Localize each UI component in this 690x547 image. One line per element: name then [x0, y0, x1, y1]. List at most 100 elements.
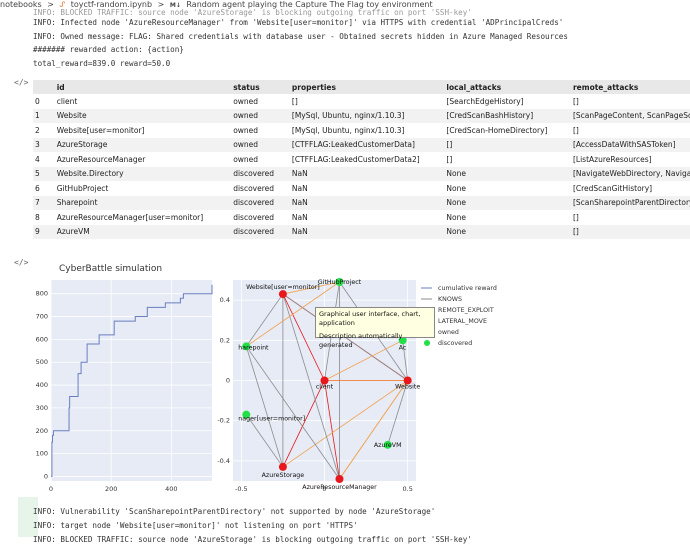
table-cell: NaN: [289, 224, 445, 239]
y-tick-label: 0.2: [220, 336, 230, 344]
breadcrumb-separator: >: [157, 0, 165, 9]
table-cell: 1: [33, 108, 55, 123]
graph-edge: [324, 380, 340, 480]
graph-node: [335, 474, 344, 483]
graph-node-label: client: [316, 384, 334, 391]
table-cell: owned: [233, 96, 259, 106]
reward-line: [51, 284, 213, 477]
graph-node: [242, 342, 251, 351]
table-cell: Website: [54, 108, 232, 123]
graph-edge: [245, 346, 340, 480]
table-cell: [SearchEdgeHistory]: [446, 96, 524, 106]
table-row: 5 Website.Directory discovered NaN None [Navi…: [33, 166, 690, 181]
table-cell: None: [444, 224, 571, 239]
alt-text-tooltip: Graphical user interface, chart, applica…: [315, 307, 435, 349]
table-cell: 2: [35, 125, 40, 135]
table-cell: discovered: [231, 166, 290, 181]
y-tick-label: 200: [36, 427, 48, 435]
graph-node-label: harepoint: [238, 344, 269, 351]
table-cell: [MySql, Ubuntu, nginx/1.10.3]: [289, 108, 445, 123]
x-tick-label: 400: [165, 485, 177, 492]
legend-swatch: [424, 340, 430, 346]
graph-edge: [282, 293, 340, 480]
table-cell: discovered: [231, 224, 290, 239]
graph-node: [320, 376, 329, 385]
graph-edge: [282, 380, 408, 468]
table-cell: [CredScan-HomeDirectory]: [446, 125, 548, 135]
graph-node-label: Ac: [399, 344, 407, 351]
table-cell: AzureVM: [54, 224, 232, 239]
graph-edge: [245, 414, 284, 468]
output-line: INFO: target node 'Website[user=monitor]…: [33, 521, 358, 530]
y-tick-label: -0.4: [217, 457, 230, 465]
table-row: 3 AzureStorage owned [CTFFLAG:LeakedCustome…: [33, 137, 690, 152]
table-cell: [CredScanGitHistory]: [572, 183, 653, 193]
y-tick-label: 100: [36, 450, 48, 458]
table-cell: []: [446, 154, 453, 164]
table-cell: []: [572, 96, 579, 106]
table-cell: [ScanSharepointParentDirectory]: [570, 195, 690, 210]
table-cell: client: [56, 96, 78, 106]
table-cell: owned: [231, 108, 290, 123]
cyberbattle-chart: CyberBattle simulation 0 100 200 300 400 500 6…: [33, 260, 498, 493]
output-toggle-icon[interactable]: </>: [14, 258, 29, 267]
table-cell: NaN: [291, 183, 308, 193]
table-cell: 4: [35, 154, 40, 164]
y-tick-label: 300: [36, 404, 48, 412]
chart-svg: CyberBattle simulation 0 100 200 300 400 500 6…: [36, 264, 497, 493]
table-cell: AzureStorage: [54, 137, 232, 152]
selection-marker: [18, 497, 38, 537]
table-header-local-attacks: local_attacks: [444, 80, 571, 94]
graph-node-label: nager[user=monitor]: [238, 416, 305, 423]
output-line: ####### rewarded action: {action}: [33, 45, 184, 54]
y-tick-label: 0.4: [220, 296, 230, 304]
output-toggle-icon[interactable]: </>: [14, 78, 29, 87]
table-row: 6 GitHubProject discovered NaN None [CredScan…: [33, 181, 690, 196]
graph-node: [335, 278, 344, 287]
output-line: INFO: Vulnerability 'ScanSharepointParen…: [33, 507, 436, 516]
table-cell: 5: [33, 166, 55, 181]
graph-edge: [282, 293, 325, 381]
y-tick-label: 0: [226, 377, 230, 385]
table-cell: Website.Directory: [54, 166, 232, 181]
graph-node: [383, 440, 392, 449]
x-tick-label: -0.5: [235, 485, 248, 492]
x-tick-label: 0: [49, 485, 53, 492]
table-cell: [CTFFLAG:LeakedCustomerData2]: [291, 154, 420, 164]
legend-item-owned: owned: [438, 329, 459, 336]
table-cell: []: [570, 224, 690, 239]
graph-node-label: AzureStorage: [262, 472, 305, 479]
table-cell: Sharepoint: [54, 195, 232, 210]
table-cell: NaN: [289, 195, 445, 210]
y-tick-label: -0.2: [217, 417, 230, 425]
breadcrumb-file[interactable]: toyctf-random.ipynb: [70, 0, 153, 9]
table-cell: [ScanPageContent, ScanPageSource]: [570, 108, 690, 123]
breadcrumb-section[interactable]: Random agent playing the Capture The Fla…: [186, 0, 433, 9]
graph-node-label: Website: [395, 384, 420, 391]
table-cell: [CredScanBashHistory]: [444, 108, 571, 123]
line-plot-area: [51, 280, 212, 481]
table-cell: []: [291, 96, 298, 106]
output-line: INFO: Infected node 'AzureResourceManage…: [33, 18, 564, 27]
table-row: 1 Website owned [MySql, Ubuntu, nginx/1.10.…: [33, 108, 690, 123]
x-tick-label: 0: [322, 485, 326, 492]
graph-edge: [402, 340, 409, 381]
breadcrumb-separator: >: [47, 0, 54, 9]
output-line: INFO: BLOCKED TRAFFIC: source node 'Azur…: [33, 8, 472, 17]
table-cell: owned: [231, 137, 290, 152]
markdown-icon: M↓: [169, 2, 181, 9]
breadcrumb-root[interactable]: notebooks: [0, 0, 42, 9]
table-cell: AzureResourceManager[user=monitor]: [56, 212, 204, 222]
table-cell: owned: [233, 154, 259, 164]
table-header-index: [33, 80, 55, 94]
table-header-status: status: [231, 80, 290, 94]
dataframe-table: id status properties local_attacks remot…: [33, 80, 690, 239]
graph-edge: [245, 293, 284, 347]
table-cell: 9: [33, 224, 55, 239]
legend-item-cumulative-reward: cumulative reward: [438, 285, 497, 292]
table-row: 4 AzureResourceManager owned [CTFFLAG:Leake…: [33, 152, 690, 167]
graph-edge: [324, 339, 403, 381]
graph-node: [278, 290, 287, 299]
graph-edge: [339, 380, 409, 480]
table-cell: []: [572, 212, 579, 222]
